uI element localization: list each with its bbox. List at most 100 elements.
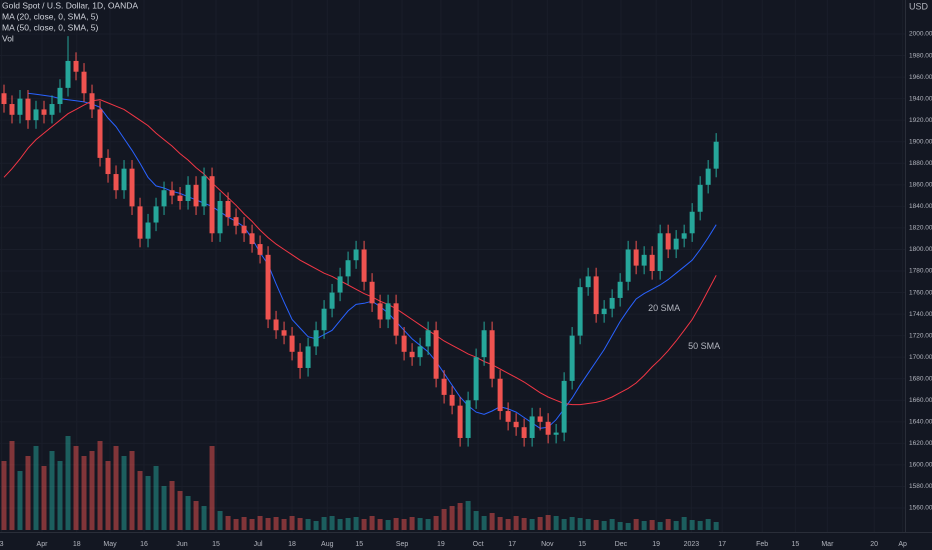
volume-bar [625, 523, 631, 530]
y-tick-label: 1780.000 [909, 268, 932, 275]
candle-body [657, 233, 663, 271]
ma-label: 20 SMA [648, 303, 680, 313]
volume-bar [505, 519, 511, 530]
volume-bar [441, 509, 447, 530]
volume-bar [497, 517, 503, 530]
candle-body [65, 60, 71, 88]
volume-bar [489, 513, 495, 530]
volume-bar [409, 517, 415, 530]
volume-bar [401, 519, 407, 530]
volume-bar [25, 456, 31, 530]
volume-bar [305, 519, 311, 530]
candle-body [225, 200, 231, 218]
candle-body [41, 109, 47, 115]
indicator-label: MA (20, close, 0, SMA, 5) [2, 11, 99, 21]
x-tick-label: Apr [37, 541, 49, 548]
volume-bar [169, 481, 175, 530]
candle-body [57, 87, 63, 105]
volume-bar [121, 456, 127, 530]
volume-bar [529, 519, 535, 530]
volume-bar [537, 517, 543, 530]
axes: 1560.000 1580.000 1600.000 1620.000 1640.000… [0, 31, 932, 548]
volume-bar [241, 517, 247, 530]
volume-bar [177, 491, 183, 530]
candle-body [577, 287, 583, 336]
candle-body [145, 222, 151, 239]
x-tick-label: 19 [437, 541, 445, 548]
candle-body [553, 432, 559, 435]
y-tick-label: 1740.000 [909, 311, 932, 318]
candle-body [321, 308, 327, 331]
candle-body [489, 330, 495, 379]
y-tick-label: 1980.000 [909, 52, 932, 59]
candle-body [1, 93, 7, 105]
volume-bar [289, 516, 295, 530]
volume-bar [481, 516, 487, 530]
candle-body [441, 378, 447, 395]
y-tick-label: 1620.000 [909, 440, 932, 447]
volume-bar [313, 521, 319, 530]
volume-bar [81, 456, 87, 530]
candle-body [105, 157, 111, 175]
candle-body [689, 211, 695, 234]
volume-bar [633, 519, 639, 530]
candle-body [217, 200, 223, 234]
x-tick-label: 17 [508, 541, 516, 548]
y-tick-label: 1940.000 [909, 95, 932, 102]
candle-body [673, 238, 679, 250]
y-tick-label: 1920.000 [909, 117, 932, 124]
candle-body [33, 109, 39, 121]
volume-bar [1, 461, 7, 530]
candle-body [169, 190, 175, 196]
volume-bar [265, 518, 271, 530]
x-tick-label: Sep [396, 541, 409, 548]
candle-body [193, 184, 199, 207]
volume-bar [569, 517, 575, 530]
candle-body [713, 141, 719, 169]
x-tick-label: 19 [652, 541, 660, 548]
volume-bar [41, 466, 47, 530]
volume-bar [657, 522, 663, 530]
y-tick-label: 1700.000 [909, 354, 932, 361]
volume-bar [217, 511, 223, 530]
currency-label: USD [909, 1, 929, 11]
volume-bar [641, 521, 647, 530]
y-tick-label: 1820.000 [909, 225, 932, 232]
volume-bar [393, 518, 399, 530]
candle-body [705, 168, 711, 185]
candle-body [9, 104, 15, 115]
grid [0, 0, 905, 532]
volume-bar [577, 518, 583, 530]
y-tick-label: 1760.000 [909, 289, 932, 296]
volume-bar [337, 519, 343, 530]
candle-body [313, 330, 319, 347]
x-tick-label: 15 [791, 541, 799, 548]
x-tick-label: Jul [254, 541, 263, 548]
candle-body [617, 281, 623, 298]
candle-body [569, 335, 575, 381]
candle-body [609, 297, 615, 309]
volume-bar [457, 503, 463, 530]
candle-body [433, 330, 439, 379]
x-tick-label: Nov [541, 541, 554, 548]
x-tick-label: Oct [473, 541, 484, 548]
volume-bar [649, 520, 655, 530]
candle-body [17, 98, 23, 115]
y-tick-label: 1560.000 [909, 505, 932, 512]
indicator-label: Vol [2, 33, 14, 43]
x-tick-label: May [103, 541, 117, 548]
candle-body [393, 303, 399, 336]
candle-body [265, 254, 271, 320]
candle-body [697, 184, 703, 212]
candle-body [89, 93, 95, 110]
candle-body [233, 217, 239, 226]
candle-body [337, 276, 343, 293]
volume-bar [593, 520, 599, 530]
volume-bar [49, 451, 55, 530]
volume-bar [193, 501, 199, 530]
chart-title: Gold Spot / U.S. Dollar, 1D, OANDA [2, 0, 138, 10]
candle-body [665, 233, 671, 250]
ma-label: 50 SMA [688, 341, 720, 351]
volume-bar [361, 519, 367, 530]
volume-bar [609, 519, 615, 530]
